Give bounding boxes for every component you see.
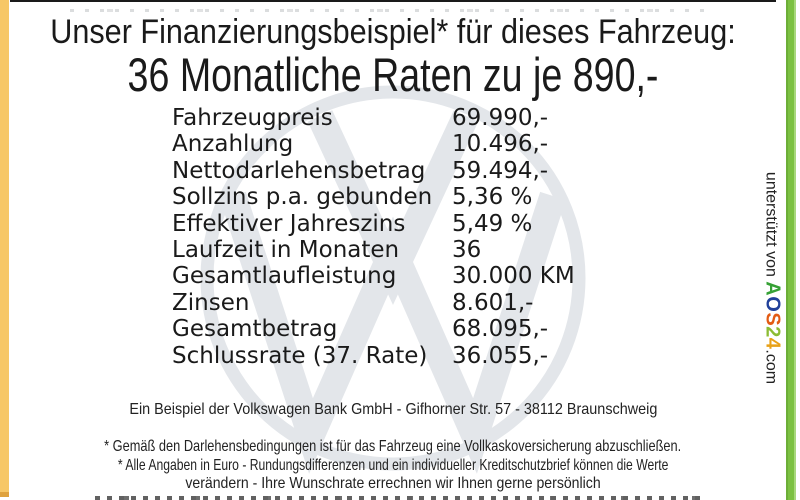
table-row: Effektiver Jahreszins 5,49 % xyxy=(172,211,575,237)
clipped-text-top-remnant xyxy=(70,9,710,12)
row-label: Sollzins p.a. gebunden xyxy=(172,184,433,211)
disclaimer-euro-line2: verändern - Ihre Wunschrate errechnen wi… xyxy=(185,475,601,492)
row-label: Gesamtlaufleistung xyxy=(172,263,397,290)
left-accent-bar-tip xyxy=(0,492,9,497)
table-row: Sollzins p.a. gebunden 5,36 % xyxy=(172,184,575,210)
row-value: 69.990,- xyxy=(452,105,549,131)
table-row: Anzahlung 10.496,- xyxy=(172,131,575,157)
disclaimer-euro-line1: * Alle Angaben in Euro - Rundungsdiffere… xyxy=(117,457,669,474)
row-label: Gesamtbetrag xyxy=(172,316,338,343)
row-label: Fahrzeugpreis xyxy=(172,105,333,131)
row-label: Schlussrate (37. Rate) xyxy=(172,342,428,369)
credit-suffix: .com xyxy=(762,349,780,385)
logo-letter: 4 xyxy=(761,337,784,350)
table-row: Gesamtlaufleistung 30.000 KM xyxy=(172,263,575,289)
page-title: Unser Finanzierungsbeispiel* für dieses … xyxy=(50,13,736,51)
disclaimer-insurance: * Gemäß den Darlehensbedingungen ist für… xyxy=(104,438,682,455)
left-accent-bar xyxy=(0,0,9,492)
table-row: Nettodarlehensbetrag 59.494,- xyxy=(172,158,575,184)
table-row: Schlussrate (37. Rate) 36.055,- xyxy=(172,343,575,369)
table-row: Zinsen 8.601,- xyxy=(172,290,575,316)
row-label: Zinsen xyxy=(172,289,250,316)
financing-table: Fahrzeugpreis 69.990,- Anzahlung 10.496,… xyxy=(172,105,575,369)
row-value: 36 xyxy=(452,236,482,263)
credit-prefix: unterstützt von xyxy=(762,171,780,282)
logo-letter: A xyxy=(761,281,784,297)
table-row: Gesamtbetrag 68.095,- xyxy=(172,316,575,342)
top-rule xyxy=(10,0,776,2)
right-accent-bar xyxy=(786,0,796,500)
page-subtitle: 36 Monatliche Raten zu je 890,- xyxy=(127,48,659,101)
table-row: Fahrzeugpreis 69.990,- xyxy=(172,105,575,131)
clipped-text-bottom-remnant xyxy=(95,496,705,500)
row-value: 5,49 % xyxy=(452,210,533,237)
row-value: 68.095,- xyxy=(452,316,549,343)
vw-logo-watermark-icon xyxy=(200,85,586,474)
row-label: Effektiver Jahreszins xyxy=(172,210,406,237)
row-value: 59.494,- xyxy=(452,157,549,184)
row-label: Anzahlung xyxy=(172,131,294,158)
bank-address-line: Ein Beispiel der Volkswagen Bank GmbH - … xyxy=(128,401,657,418)
row-label: Nettodarlehensbetrag xyxy=(172,157,426,184)
row-label: Laufzeit in Monaten xyxy=(172,236,400,263)
row-value: 5,36 % xyxy=(452,184,533,211)
row-value: 36.055,- xyxy=(452,342,549,369)
row-value: 30.000 KM xyxy=(452,263,575,290)
logo-letter: S xyxy=(761,312,784,327)
aos24-logo: AOS24 xyxy=(762,281,784,349)
row-value: 10.496,- xyxy=(452,131,549,158)
side-credit: unterstützt von AOS24.com xyxy=(761,172,784,384)
logo-letter: O xyxy=(761,296,784,313)
logo-letter: 2 xyxy=(761,326,784,338)
table-row: Laufzeit in Monaten 36 xyxy=(172,237,575,263)
row-value: 8.601,- xyxy=(452,289,534,316)
